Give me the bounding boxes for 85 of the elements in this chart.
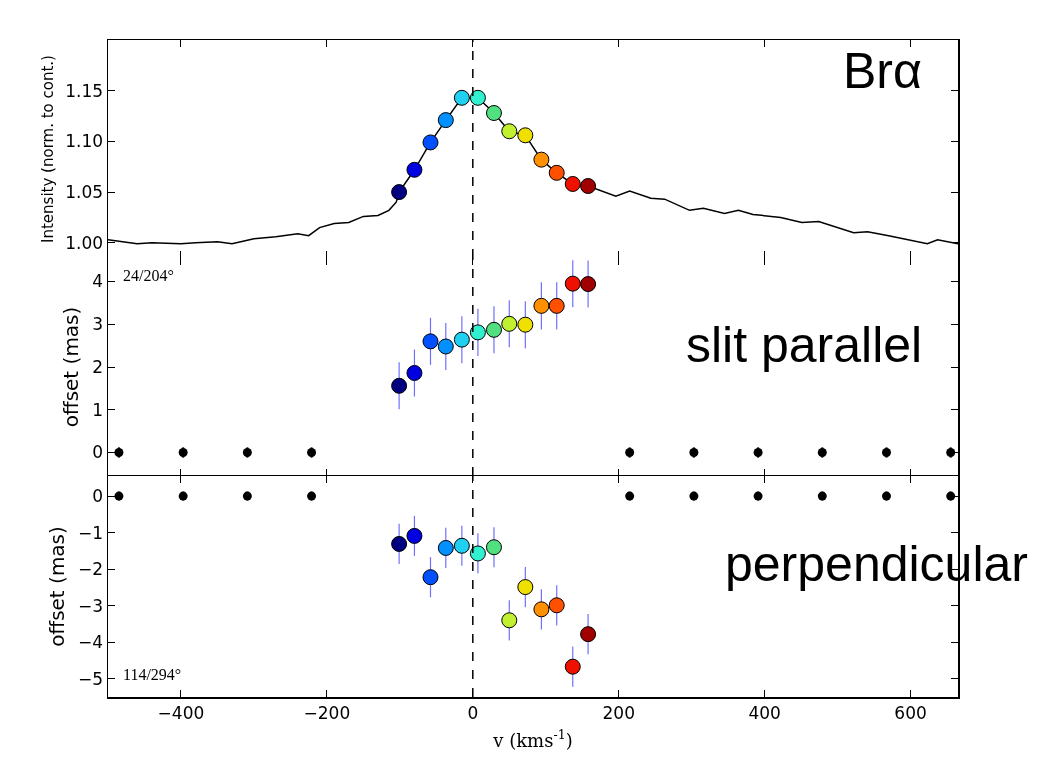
- point: [114, 491, 124, 501]
- point: [501, 315, 518, 332]
- point: [501, 612, 518, 629]
- x-axis-title: v (kms$^{-1}$): [492, 727, 573, 751]
- x-tick-label: 0: [467, 702, 479, 723]
- y-tick-label: 1: [92, 399, 104, 420]
- point: [580, 178, 597, 194]
- y-tick-label: 1.10: [65, 131, 104, 152]
- x-tick-label: −200: [303, 702, 351, 723]
- point: [406, 161, 423, 178]
- point: [564, 175, 581, 192]
- point: [517, 316, 534, 333]
- y-tick-label: 1.15: [65, 80, 104, 101]
- point: [307, 491, 317, 501]
- point: [946, 447, 956, 457]
- x-tick-label: 600: [894, 702, 927, 723]
- y-axis-title: offset (mas): [59, 306, 84, 428]
- point: [564, 658, 581, 675]
- point: [485, 539, 502, 556]
- point: [689, 447, 699, 457]
- point: [242, 447, 252, 457]
- point: [485, 105, 502, 121]
- point: [453, 89, 470, 106]
- point: [437, 338, 454, 355]
- point: [422, 569, 439, 586]
- annotation: 114/294°: [123, 666, 182, 683]
- point: [753, 447, 763, 457]
- y-tick-label: −5: [78, 668, 104, 689]
- point: [391, 535, 408, 552]
- point: [406, 364, 423, 381]
- point: [178, 491, 188, 501]
- point: [391, 377, 408, 394]
- y-axis-title: Intensity (norm. to cont.): [38, 55, 57, 243]
- point: [533, 151, 550, 168]
- point: [453, 331, 470, 348]
- point: [485, 321, 502, 338]
- point: [625, 447, 635, 457]
- y-tick-label: 2: [92, 356, 104, 377]
- point: [580, 276, 597, 293]
- point: [564, 275, 581, 292]
- y-tick-label: 1.05: [65, 182, 104, 203]
- point: [391, 184, 408, 201]
- point: [469, 324, 486, 341]
- x-tick-label: 200: [602, 702, 635, 723]
- x-tick-label: −400: [157, 702, 205, 723]
- y-tick-label: −4: [78, 632, 104, 653]
- point: [178, 447, 188, 457]
- y-tick-label: −3: [78, 595, 104, 616]
- y-tick-label: 1.00: [65, 232, 104, 253]
- point: [689, 491, 699, 501]
- point: [469, 89, 486, 106]
- annotation: Brα: [843, 43, 922, 99]
- point: [469, 545, 486, 562]
- point: [242, 491, 252, 501]
- y-tick-label: −1: [78, 522, 104, 543]
- point: [437, 539, 454, 556]
- point: [548, 597, 565, 614]
- point: [817, 491, 827, 501]
- point: [501, 123, 518, 140]
- point: [453, 537, 470, 554]
- point: [437, 112, 454, 129]
- y-tick-label: 0: [92, 442, 104, 463]
- x-tick-label: 400: [748, 702, 781, 723]
- point: [548, 297, 565, 314]
- y-tick-label: 4: [92, 271, 104, 292]
- point: [517, 579, 534, 596]
- point: [580, 626, 597, 643]
- point: [548, 164, 565, 181]
- point: [422, 333, 439, 350]
- annotation: 24/204°: [123, 267, 174, 284]
- point: [517, 127, 534, 144]
- y-axis-title: offset (mas): [44, 526, 69, 647]
- y-tick-label: −2: [78, 559, 104, 580]
- point: [114, 447, 124, 457]
- point: [817, 447, 827, 457]
- point: [753, 491, 763, 501]
- point: [533, 601, 550, 618]
- point: [625, 491, 635, 501]
- point: [307, 447, 317, 457]
- point: [533, 297, 550, 314]
- y-tick-label: 0: [92, 486, 104, 507]
- point: [422, 134, 439, 151]
- y-tick-label: 3: [92, 314, 104, 335]
- point: [406, 527, 423, 544]
- annotation: slit parallel: [686, 317, 923, 373]
